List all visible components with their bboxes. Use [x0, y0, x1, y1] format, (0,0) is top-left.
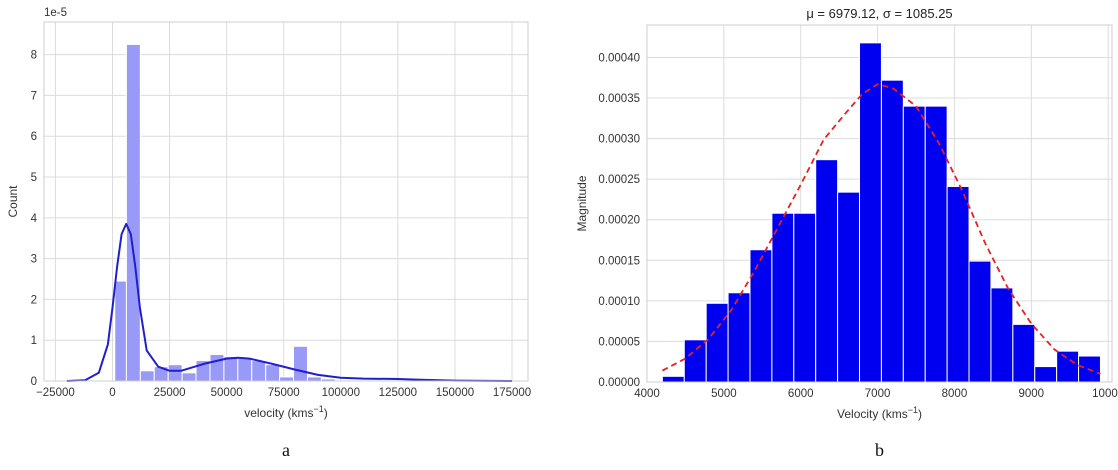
- panel-a-bar-9: [237, 358, 253, 382]
- histogram-panel-b: 4000 5000 6000 7000 8000 9000 10000 0.00000 0.00…: [575, 6, 1118, 460]
- panel-a-x-tick-label: 0: [109, 387, 115, 399]
- panel-a-y-tick-label: 4: [31, 213, 38, 225]
- panel-b-bar-5: [771, 212, 795, 383]
- panel-a-bar-0: [114, 280, 127, 382]
- panel-b-bar-7: [815, 159, 839, 383]
- panel-b-bar-9: [859, 42, 882, 383]
- panel-b-x-tick-label: 6000: [788, 388, 814, 400]
- panel-a-bar-2: [139, 370, 155, 382]
- panel-a-bar-10: [251, 360, 267, 382]
- panel-b-x-tick-label: 10000: [1092, 388, 1118, 400]
- panel-b-y-tick-label: 0.00040: [598, 52, 640, 64]
- panel-a-kde-curve: [66, 222, 513, 382]
- panel-a-x-tick-label: 125000: [379, 387, 417, 399]
- panel-b-bar-11: [902, 105, 926, 383]
- panel-a-plot-frame: [43, 21, 529, 382]
- panel-b-bar-0: [661, 375, 685, 383]
- panel-a-x-tick-label: 150000: [436, 387, 474, 399]
- panel-b-bar-1: [683, 339, 707, 383]
- panel-b-chart-title: μ = 6979.12, σ = 1085.25: [806, 6, 952, 21]
- panel-a-y-tick-label: 0: [31, 376, 37, 388]
- panel-a-bar-11: [265, 364, 281, 382]
- panel-a-x-axis-label: velocity (kms−1): [244, 404, 328, 420]
- panel-a-bar-4: [167, 364, 183, 382]
- panel-b-bar-3: [727, 292, 751, 383]
- panel-b-y-axis-label: Magnitude: [575, 175, 589, 231]
- panel-b-x-tick-label: 9000: [1019, 388, 1045, 400]
- panel-b-y-tick-label: 0.00015: [598, 255, 640, 267]
- panel-a-bar-12: [279, 376, 295, 382]
- panel-b-bar-12: [924, 105, 948, 383]
- panel-a-x-tick-label: 50000: [211, 387, 243, 399]
- panel-b-bar-18: [1056, 350, 1080, 383]
- panel-b-y-tick-label: 0.00000: [598, 377, 640, 389]
- panel-a-bar-5: [181, 372, 197, 382]
- panel-b-y-tick-label: 0.00035: [598, 93, 640, 105]
- panel-b-bar-16: [1012, 323, 1036, 383]
- panel-b-y-tick-label: 0.00010: [598, 296, 640, 308]
- panel-b-x-tick-label: 7000: [865, 388, 891, 400]
- panel-b-y-tick-label: 0.00025: [598, 174, 640, 186]
- panel-b-bar-10: [880, 79, 904, 383]
- panel-b-bar-14: [968, 260, 992, 383]
- panel-a-x-tick-label: 175000: [493, 387, 531, 399]
- panel-b-bar-2: [705, 302, 729, 383]
- panel-b-bar-8: [837, 191, 861, 383]
- panel-b-bar-6: [793, 212, 817, 383]
- panel-a-y-scale-label: 1e-5: [44, 7, 67, 19]
- panel-a-bar-8: [223, 356, 239, 382]
- panel-b-y-tick-label: 0.00005: [598, 336, 640, 348]
- panel-b-bar-17: [1034, 366, 1058, 383]
- panel-b-bar-4: [749, 249, 773, 383]
- panel-a-bar-14: [306, 376, 322, 382]
- panel-a-y-tick-label: 7: [31, 90, 37, 102]
- panel-a-y-tick-label: 8: [31, 50, 37, 62]
- panel-b-bar-15: [990, 287, 1014, 383]
- panel-a-y-tick-label: 2: [31, 294, 37, 306]
- panel-a-bar-13: [293, 345, 308, 382]
- panel-b-panel-caption: b: [875, 440, 884, 460]
- panel-b-x-tick-label: 4000: [634, 388, 660, 400]
- panel-b-x-tick-label: 8000: [942, 388, 968, 400]
- panel-a-y-axis-label: Count: [6, 185, 20, 218]
- panel-a-x-tick-label: 75000: [268, 387, 300, 399]
- panel-a-bar-7: [209, 353, 225, 382]
- panel-b-plot-frame: [646, 24, 1113, 383]
- panel-a-x-tick-label: 100000: [322, 387, 360, 399]
- panel-b-bar-13: [946, 185, 970, 383]
- panel-a-x-tick-label: 25000: [154, 387, 186, 399]
- panel-b-x-axis-label: Velocity (kms−1): [837, 405, 922, 421]
- panel-a-y-tick-label: 3: [31, 254, 37, 266]
- histogram-panel-a: −25000 0 25000 50000 75000 100000 125000 150000…: [6, 7, 531, 460]
- panel-a-y-tick-label: 6: [31, 131, 37, 143]
- panel-b-x-tick-label: 5000: [711, 388, 737, 400]
- panel-b-normal-fit-curve: [661, 83, 1101, 375]
- panel-a-bar-1: [125, 43, 141, 382]
- panel-b-y-tick-label: 0.00020: [598, 215, 640, 227]
- panel-a-panel-caption: a: [282, 440, 290, 460]
- panel-a-y-tick-label: 5: [31, 172, 37, 184]
- panel-a-y-tick-label: 1: [31, 335, 37, 347]
- panel-a-x-tick-label: −25000: [36, 387, 75, 399]
- panel-b-y-tick-label: 0.00030: [598, 134, 640, 146]
